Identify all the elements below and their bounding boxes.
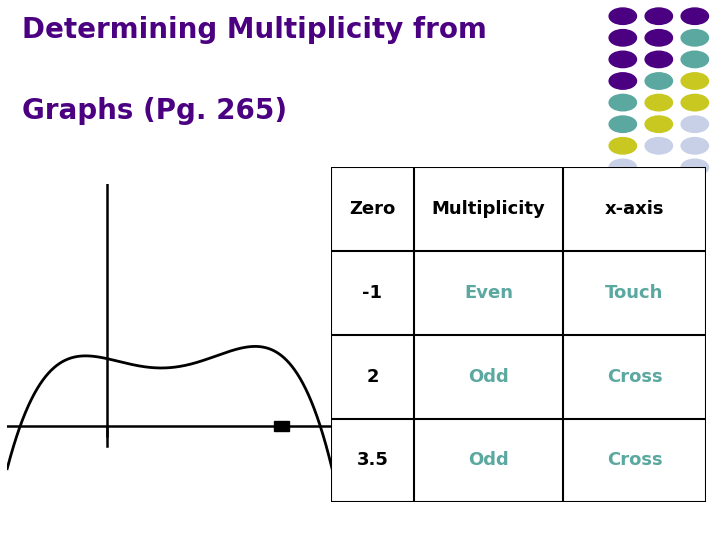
- Circle shape: [645, 30, 672, 46]
- Circle shape: [681, 94, 708, 111]
- Text: -1: -1: [362, 284, 382, 302]
- Text: Touch: Touch: [606, 284, 664, 302]
- Text: Cross: Cross: [607, 451, 662, 469]
- Circle shape: [645, 116, 672, 132]
- Circle shape: [609, 116, 636, 132]
- Circle shape: [681, 159, 708, 176]
- Text: 3.5: 3.5: [356, 451, 388, 469]
- Circle shape: [681, 8, 708, 24]
- Circle shape: [609, 94, 636, 111]
- Circle shape: [609, 138, 636, 154]
- Circle shape: [645, 73, 672, 89]
- Circle shape: [645, 51, 672, 68]
- Circle shape: [681, 138, 708, 154]
- Text: Odd: Odd: [468, 451, 509, 469]
- Text: Multiplicity: Multiplicity: [431, 200, 545, 218]
- Circle shape: [609, 51, 636, 68]
- Text: Zero: Zero: [349, 200, 395, 218]
- Circle shape: [609, 159, 636, 176]
- Circle shape: [609, 8, 636, 24]
- Bar: [274, 421, 289, 431]
- Circle shape: [645, 138, 672, 154]
- Circle shape: [681, 116, 708, 132]
- Text: 2: 2: [366, 368, 379, 386]
- Circle shape: [609, 30, 636, 46]
- Text: x-axis: x-axis: [605, 200, 665, 218]
- Circle shape: [681, 51, 708, 68]
- Text: Determining Multiplicity from: Determining Multiplicity from: [22, 16, 487, 44]
- Circle shape: [645, 94, 672, 111]
- Text: Even: Even: [464, 284, 513, 302]
- Text: Odd: Odd: [468, 368, 509, 386]
- Text: Cross: Cross: [607, 368, 662, 386]
- Circle shape: [681, 73, 708, 89]
- Circle shape: [645, 8, 672, 24]
- Circle shape: [609, 73, 636, 89]
- Circle shape: [681, 30, 708, 46]
- Text: Graphs (Pg. 265): Graphs (Pg. 265): [22, 97, 287, 125]
